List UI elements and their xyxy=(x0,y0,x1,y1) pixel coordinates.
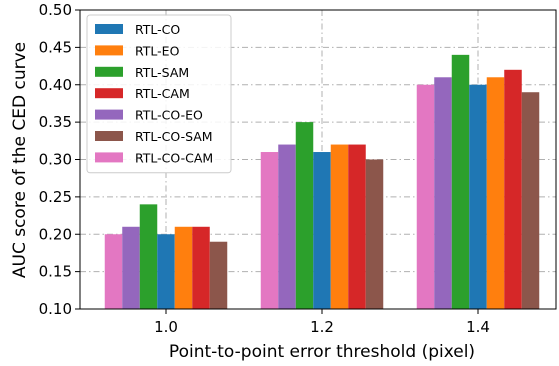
y-tick-label: 0.10 xyxy=(39,300,72,318)
legend-swatch xyxy=(95,109,123,120)
bar-rtl-cam-1.2 xyxy=(348,144,366,309)
legend: RTL-CO RTL-EO RTL-SAM RTL-CAM RTL-CO-EO RTL-C… xyxy=(86,14,232,174)
bar-rtl-sam-1.2 xyxy=(295,122,314,309)
legend-label: RTL-CO xyxy=(135,22,180,37)
y-tick-label: 0.45 xyxy=(39,38,72,56)
legend-swatch xyxy=(95,152,123,163)
bar-rtl-co-eo-1.4 xyxy=(434,77,452,310)
bar-rtl-co-cam-1.2 xyxy=(260,152,279,309)
bar-rtl-co-sam-1.4 xyxy=(521,92,540,309)
legend-label: RTL-CAM xyxy=(135,86,190,101)
bar-rtl-co-eo-1.2 xyxy=(278,144,296,309)
y-axis-label: AUC score of the CED curve xyxy=(10,42,30,278)
x-tick-label: 1.2 xyxy=(310,318,334,336)
y-tick-label: 0.50 xyxy=(39,1,72,19)
y-tick-label: 0.30 xyxy=(39,151,72,169)
legend-swatch xyxy=(95,45,123,56)
plot-frame xyxy=(79,9,557,310)
legend-label: RTL-CO-SAM xyxy=(135,129,213,144)
legend-swatch xyxy=(95,88,123,99)
bar-rtl-sam-1.0 xyxy=(139,204,158,309)
y-tick-label: 0.20 xyxy=(39,225,72,243)
legend-swatch xyxy=(95,66,123,77)
y-tick-label: 0.25 xyxy=(39,188,72,206)
axes: 0.10 0.15 0.20 0.25 0.30 0.35 0.40 0.45 0.50 1.0 1… xyxy=(39,1,557,336)
bar-rtl-eo-1.4 xyxy=(486,77,505,310)
bar-rtl-co-sam-1.0 xyxy=(209,241,228,309)
bar-rtl-co-1.4 xyxy=(469,84,487,309)
x-tick-label: 1.4 xyxy=(466,318,490,336)
y-tick-label: 0.40 xyxy=(39,76,72,94)
bar-rtl-co-sam-1.2 xyxy=(365,159,384,309)
legend-label: RTL-CO-EO xyxy=(135,108,203,123)
bar-rtl-cam-1.0 xyxy=(192,226,210,309)
bar-rtl-cam-1.4 xyxy=(504,69,522,309)
legend-swatch xyxy=(95,131,123,141)
legend-label: RTL-EO xyxy=(135,43,180,58)
bar-rtl-co-eo-1.0 xyxy=(122,226,140,309)
bar-rtl-co-cam-1.4 xyxy=(416,84,435,309)
bars xyxy=(104,54,540,310)
y-tick-label: 0.15 xyxy=(39,263,72,281)
bar-rtl-co-1.2 xyxy=(313,152,331,309)
y-tick-label: 0.35 xyxy=(39,113,72,131)
legend-swatch xyxy=(95,24,123,34)
bar-rtl-sam-1.4 xyxy=(451,54,470,309)
bar-rtl-eo-1.2 xyxy=(330,144,349,309)
bar-rtl-co-1.0 xyxy=(157,234,175,309)
legend-label: RTL-CO-CAM xyxy=(135,150,213,165)
bar-rtl-co-cam-1.0 xyxy=(104,234,123,309)
legend-label: RTL-SAM xyxy=(135,65,189,80)
x-tick-label: 1.0 xyxy=(154,318,178,336)
bar-rtl-eo-1.0 xyxy=(174,226,193,309)
x-axis-label: Point-to-point error threshold (pixel) xyxy=(169,342,475,362)
